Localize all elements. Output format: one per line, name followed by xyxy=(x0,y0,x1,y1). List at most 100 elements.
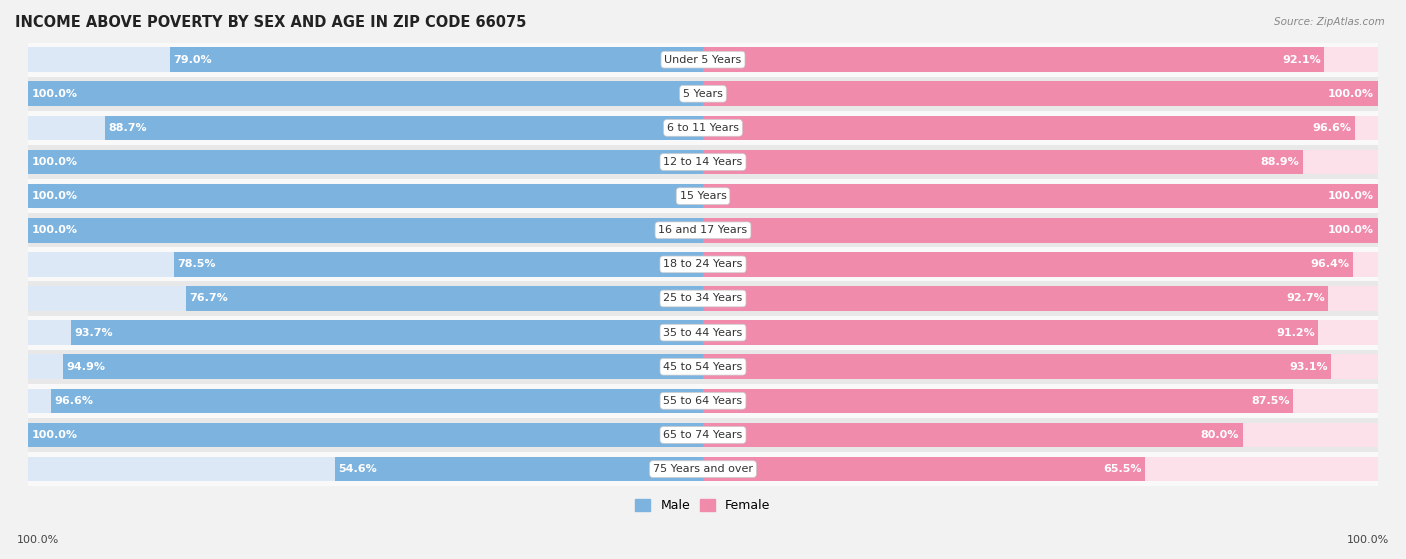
Bar xyxy=(703,218,1378,243)
Bar xyxy=(28,286,703,311)
Bar xyxy=(703,457,1378,481)
Bar xyxy=(703,354,1378,379)
Text: 100.0%: 100.0% xyxy=(1347,535,1389,545)
Bar xyxy=(703,116,1378,140)
Bar xyxy=(335,457,703,481)
Bar xyxy=(28,418,1378,452)
Text: Under 5 Years: Under 5 Years xyxy=(665,55,741,65)
Text: 100.0%: 100.0% xyxy=(32,191,77,201)
Bar xyxy=(28,350,1378,384)
Bar xyxy=(28,213,1378,247)
Bar xyxy=(70,320,703,345)
Bar xyxy=(28,48,703,72)
Text: 92.1%: 92.1% xyxy=(1282,55,1320,65)
Bar xyxy=(52,389,703,413)
Bar xyxy=(703,286,1378,311)
Bar xyxy=(28,150,703,174)
Text: 54.6%: 54.6% xyxy=(337,464,377,474)
Bar xyxy=(28,82,703,106)
Text: 100.0%: 100.0% xyxy=(17,535,59,545)
Text: 65 to 74 Years: 65 to 74 Years xyxy=(664,430,742,440)
Bar xyxy=(28,252,703,277)
Text: 88.9%: 88.9% xyxy=(1261,157,1299,167)
Bar xyxy=(28,384,1378,418)
Bar xyxy=(173,252,703,277)
Text: 87.5%: 87.5% xyxy=(1251,396,1289,406)
Bar xyxy=(28,218,703,243)
Bar xyxy=(703,150,1378,174)
Bar xyxy=(28,145,1378,179)
Bar xyxy=(703,252,1353,277)
Text: 88.7%: 88.7% xyxy=(108,123,146,133)
Text: 78.5%: 78.5% xyxy=(177,259,215,269)
Bar xyxy=(28,218,703,243)
Text: 100.0%: 100.0% xyxy=(32,430,77,440)
Text: 93.1%: 93.1% xyxy=(1289,362,1327,372)
Text: 92.7%: 92.7% xyxy=(1286,293,1324,304)
Text: 96.4%: 96.4% xyxy=(1310,259,1350,269)
Bar xyxy=(28,179,1378,213)
Bar xyxy=(703,286,1329,311)
Text: 100.0%: 100.0% xyxy=(32,225,77,235)
Bar xyxy=(28,316,1378,350)
Bar xyxy=(28,111,1378,145)
Text: 94.9%: 94.9% xyxy=(66,362,105,372)
Bar xyxy=(703,218,1378,243)
Bar xyxy=(28,150,703,174)
Text: 100.0%: 100.0% xyxy=(32,89,77,99)
Bar xyxy=(703,150,1302,174)
Text: INCOME ABOVE POVERTY BY SEX AND AGE IN ZIP CODE 66075: INCOME ABOVE POVERTY BY SEX AND AGE IN Z… xyxy=(15,15,526,30)
Bar xyxy=(28,184,703,209)
Text: 12 to 14 Years: 12 to 14 Years xyxy=(664,157,742,167)
Bar xyxy=(186,286,703,311)
Text: 80.0%: 80.0% xyxy=(1201,430,1239,440)
Bar xyxy=(703,423,1243,447)
Bar xyxy=(703,389,1378,413)
Text: 18 to 24 Years: 18 to 24 Years xyxy=(664,259,742,269)
Text: 45 to 54 Years: 45 to 54 Years xyxy=(664,362,742,372)
Bar xyxy=(703,320,1378,345)
Bar xyxy=(703,389,1294,413)
Bar xyxy=(703,252,1378,277)
Text: 100.0%: 100.0% xyxy=(1329,89,1374,99)
Text: 96.6%: 96.6% xyxy=(55,396,94,406)
Text: 5 Years: 5 Years xyxy=(683,89,723,99)
Bar xyxy=(28,452,1378,486)
Bar xyxy=(28,247,1378,281)
Bar xyxy=(703,457,1144,481)
Bar xyxy=(28,281,1378,316)
Bar xyxy=(28,42,1378,77)
Text: Source: ZipAtlas.com: Source: ZipAtlas.com xyxy=(1274,17,1385,27)
Text: 96.6%: 96.6% xyxy=(1312,123,1351,133)
Bar xyxy=(28,116,703,140)
Bar xyxy=(28,423,703,447)
Bar xyxy=(28,82,703,106)
Text: 75 Years and over: 75 Years and over xyxy=(652,464,754,474)
Text: 100.0%: 100.0% xyxy=(32,157,77,167)
Bar xyxy=(703,184,1378,209)
Bar xyxy=(703,423,1378,447)
Text: 79.0%: 79.0% xyxy=(173,55,212,65)
Bar xyxy=(28,389,703,413)
Bar xyxy=(703,184,1378,209)
Legend: Male, Female: Male, Female xyxy=(630,494,776,518)
Text: 35 to 44 Years: 35 to 44 Years xyxy=(664,328,742,338)
Bar xyxy=(703,48,1324,72)
Text: 16 and 17 Years: 16 and 17 Years xyxy=(658,225,748,235)
Bar xyxy=(703,48,1378,72)
Bar xyxy=(703,354,1331,379)
Text: 6 to 11 Years: 6 to 11 Years xyxy=(666,123,740,133)
Text: 15 Years: 15 Years xyxy=(679,191,727,201)
Bar xyxy=(104,116,703,140)
Bar xyxy=(28,77,1378,111)
Text: 93.7%: 93.7% xyxy=(75,328,112,338)
Bar xyxy=(28,320,703,345)
Bar xyxy=(28,184,703,209)
Text: 76.7%: 76.7% xyxy=(188,293,228,304)
Text: 100.0%: 100.0% xyxy=(1329,225,1374,235)
Bar xyxy=(63,354,703,379)
Bar xyxy=(703,116,1354,140)
Bar xyxy=(703,82,1378,106)
Text: 25 to 34 Years: 25 to 34 Years xyxy=(664,293,742,304)
Text: 65.5%: 65.5% xyxy=(1102,464,1142,474)
